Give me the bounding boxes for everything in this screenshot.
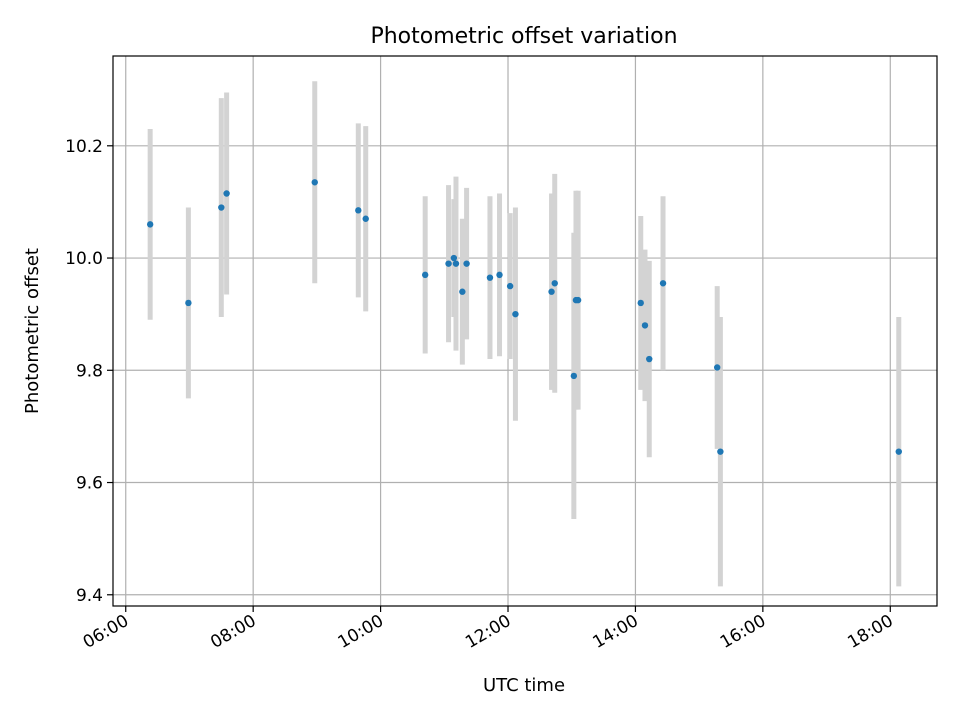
data-point [223,190,230,197]
chart-title: Photometric offset variation [370,24,677,49]
data-point [218,204,225,211]
y-tick-label: 10.2 [65,137,103,157]
data-point [646,355,653,363]
data-point [551,280,558,287]
data-point [641,322,649,329]
y-tick-label: 9.4 [76,586,103,606]
data-point [548,288,555,295]
y-axis-label: Photometric offset [22,248,43,414]
data-point [570,372,578,380]
data-point [452,260,460,267]
data-point [659,280,667,287]
data-point [506,282,514,290]
data-point [486,274,494,281]
data-point [574,296,582,304]
data-point [450,254,458,262]
grid [113,56,937,606]
data-point [459,288,466,295]
data-point [496,271,503,279]
y-tick-label: 9.8 [76,361,103,381]
data-point [362,215,369,222]
data-point [311,179,318,186]
data-point [445,260,452,267]
data-points [146,179,902,455]
data-point [146,221,154,228]
data-point [713,364,721,371]
data-point [463,260,470,267]
y-tick-label: 10.0 [65,249,103,269]
plot-frame [112,55,938,607]
data-point [512,310,519,318]
data-point [717,448,724,455]
y-tick-label: 9.6 [76,474,103,494]
data-point [185,299,192,307]
x-axis-label: UTC time [483,675,565,696]
data-point [637,299,644,307]
data-point [895,448,902,455]
y-axis-ticks: 9.4 9.6 9.8 10.0 10.2 [65,137,113,606]
data-point [421,271,429,279]
data-point [355,207,362,214]
